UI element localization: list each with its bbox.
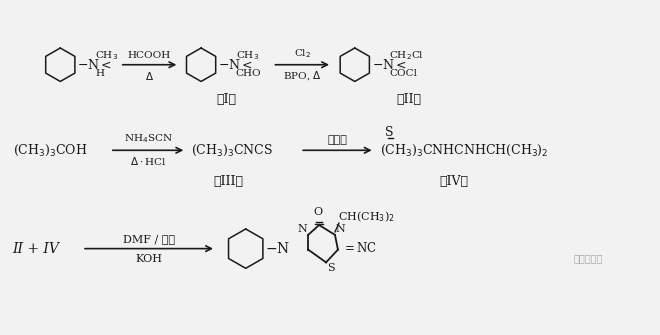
Text: $-$N$<$: $-$N$<$ [77, 58, 112, 72]
Text: (CH$_3$)$_3$COH: (CH$_3$)$_3$COH [13, 143, 87, 158]
Text: II + IV: II + IV [13, 242, 59, 256]
Text: BPO, $\Delta$: BPO, $\Delta$ [283, 70, 321, 82]
Text: （I）: （I） [216, 93, 236, 106]
Text: (CH$_3$)$_3$CNCS: (CH$_3$)$_3$CNCS [191, 143, 273, 158]
Text: Cl$_2$: Cl$_2$ [294, 47, 311, 60]
Text: CHO: CHO [236, 69, 261, 78]
Text: 异丙胺: 异丙胺 [327, 135, 347, 145]
Text: KOH: KOH [135, 254, 162, 264]
Text: NH$_4$SCN: NH$_4$SCN [123, 133, 172, 145]
Text: (CH$_3$)$_3$CNHCNHCH(CH$_3$)$_2$: (CH$_3$)$_3$CNHCNHCH(CH$_3$)$_2$ [379, 143, 548, 158]
Text: 獅子保農藥: 獅子保農藥 [573, 254, 603, 263]
Text: CH$_3$: CH$_3$ [236, 50, 259, 62]
Text: HCOOH: HCOOH [128, 51, 171, 60]
Text: $\Delta$: $\Delta$ [145, 70, 154, 82]
Text: CH(CH$_3$)$_2$: CH(CH$_3$)$_2$ [338, 210, 395, 224]
Text: （IV）: （IV） [440, 175, 469, 188]
Text: CH$_3$: CH$_3$ [95, 50, 118, 62]
Text: $=$NC: $=$NC [342, 241, 377, 255]
Text: O: O [314, 207, 323, 217]
Text: DMF / 丙酮: DMF / 丙酮 [123, 234, 175, 244]
Text: $\Delta\cdot$HCl: $\Delta\cdot$HCl [130, 155, 166, 167]
Text: N: N [336, 224, 346, 234]
Text: $-$N: $-$N [265, 241, 290, 256]
Text: （III）: （III） [214, 175, 244, 188]
Text: S: S [385, 126, 393, 139]
Text: CH$_2$Cl: CH$_2$Cl [389, 50, 424, 62]
Text: S: S [327, 263, 335, 273]
Text: COCl: COCl [389, 69, 418, 78]
Text: N: N [298, 224, 307, 234]
Text: $-$N$<$: $-$N$<$ [218, 58, 253, 72]
Text: H: H [95, 69, 104, 78]
Text: （II）: （II） [397, 93, 422, 106]
Text: $-$N$<$: $-$N$<$ [372, 58, 407, 72]
